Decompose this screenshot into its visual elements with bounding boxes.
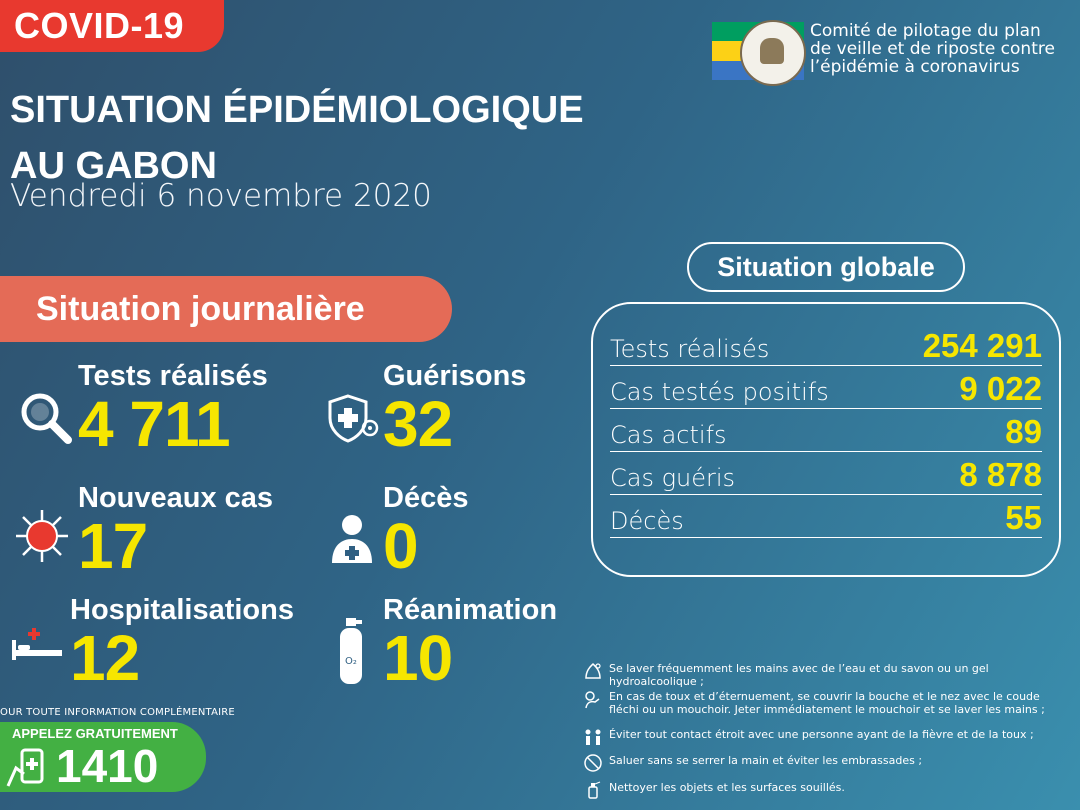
hand-wash-icon	[585, 662, 601, 679]
global-row: Tests réalisés 254 291	[610, 324, 1042, 366]
global-row: Cas actifs 89	[610, 410, 1042, 452]
daily-tests: Tests réalisés 4 711	[78, 360, 268, 456]
daily-deaths-value: 0	[383, 510, 419, 582]
hotline-box	[0, 722, 206, 792]
global-title-label: Situation globale	[717, 251, 935, 282]
daily-icu: Réanimation 10	[383, 594, 557, 690]
daily-banner: Situation journalière	[0, 276, 452, 342]
advice-text: Nettoyer les objets et les surfaces soui…	[609, 781, 845, 794]
advice-item: Se laver fréquemment les mains avec de l…	[583, 662, 1073, 688]
report-date: Vendredi 6 novembre 2020	[10, 178, 432, 214]
advice-item: Éviter tout contact étroit avec une pers…	[583, 728, 1073, 746]
global-row-label: Cas actifs	[610, 421, 727, 449]
virus-icon	[16, 510, 68, 562]
advice-item: En cas de toux et d’éternuement, se couv…	[583, 690, 1073, 716]
global-row-value: 254 291	[922, 327, 1042, 364]
covid-tag-label: COVID-19	[14, 5, 185, 46]
daily-tests-label: Tests réalisés	[78, 360, 268, 392]
phone-hand-icon	[6, 748, 44, 787]
daily-new-cases-label: Nouveaux cas	[78, 482, 274, 514]
global-title: Situation globale	[687, 242, 965, 292]
cough-icon	[585, 691, 600, 709]
hospital-bed-icon	[12, 628, 62, 660]
daily-icu-value: 10	[383, 622, 453, 694]
daily-recoveries-label: Guérisons	[383, 360, 527, 392]
daily-new-cases-value: 17	[78, 510, 148, 582]
committee-line-1: Comité de pilotage du plan	[810, 21, 1041, 41]
gabon-flag-icon	[712, 20, 806, 86]
covid-tag: COVID-19	[0, 0, 224, 52]
advice-item: Nettoyer les objets et les surfaces soui…	[583, 781, 1073, 799]
global-row-label: Cas guéris	[610, 464, 736, 492]
title-line-2: AU GABON	[10, 145, 217, 187]
advice-text: Saluer sans se serrer la main et éviter …	[609, 754, 923, 767]
title-line-1: SITUATION ÉPIDÉMIOLOGIQUE	[10, 89, 584, 131]
shield-virus-icon	[328, 394, 379, 443]
daily-icu-label: Réanimation	[383, 594, 558, 626]
global-row-value: 8 878	[959, 456, 1042, 493]
hotline-number: 1410	[56, 740, 159, 792]
svg-text:O₂: O₂	[345, 656, 357, 667]
advice-text: En cas de toux et d’éternuement, se couv…	[609, 690, 1045, 716]
page-title: SITUATION ÉPIDÉMIOLOGIQUE AU GABON	[10, 82, 584, 194]
global-row-value: 9 022	[959, 370, 1042, 407]
global-row: Cas guéris 8 878	[610, 453, 1042, 495]
daily-new-cases: Nouveaux cas 17	[78, 482, 273, 578]
no-handshake-icon	[584, 754, 602, 772]
daily-recoveries-value: 32	[383, 388, 453, 460]
committee-logo: Comité de pilotage du plan de veille et …	[712, 20, 1072, 86]
daily-hospital-label: Hospitalisations	[70, 594, 294, 626]
people-distance-icon	[585, 729, 601, 745]
coat-of-arms-seal	[740, 20, 806, 86]
daily-hospital-value: 12	[70, 622, 140, 694]
daily-tests-value: 4 711	[78, 388, 231, 460]
global-row-label: Cas testés positifs	[610, 378, 829, 406]
daily-recoveries: Guérisons 32	[383, 360, 526, 456]
global-row-label: Décès	[610, 507, 684, 535]
daily-deaths-label: Décès	[383, 482, 469, 514]
patient-icon	[332, 515, 372, 563]
hotline-label: APPELEZ GRATUITEMENT	[12, 726, 178, 741]
committee-name: Comité de pilotage du plan de veille et …	[810, 22, 1072, 76]
committee-line-2: de veille et de riposte contre	[810, 39, 1055, 59]
advice-item: Saluer sans se serrer la main et éviter …	[583, 754, 1073, 772]
daily-hospital: Hospitalisations 12	[70, 594, 294, 690]
global-row-value: 89	[1005, 413, 1042, 450]
daily-banner-label: Situation journalière	[36, 289, 365, 328]
advice-text: Se laver fréquemment les mains avec de l…	[609, 662, 989, 688]
magnifier-icon	[21, 393, 72, 444]
global-row: Cas testés positifs 9 022	[610, 367, 1042, 409]
oxygen-tank-icon: O₂	[340, 618, 362, 684]
hotline-info: OUR TOUTE INFORMATION COMPLÉMENTAIRE	[0, 707, 235, 718]
global-row: Décès 55	[610, 496, 1042, 538]
global-table	[591, 302, 1061, 577]
daily-deaths: Décès 0	[383, 482, 468, 578]
global-row-label: Tests réalisés	[610, 335, 770, 363]
global-row-value: 55	[1005, 499, 1042, 536]
cleaning-spray-icon	[588, 781, 601, 799]
committee-line-3: l’épidémie à coronavirus	[810, 57, 1020, 77]
advice-text: Éviter tout contact étroit avec une pers…	[609, 728, 1034, 741]
